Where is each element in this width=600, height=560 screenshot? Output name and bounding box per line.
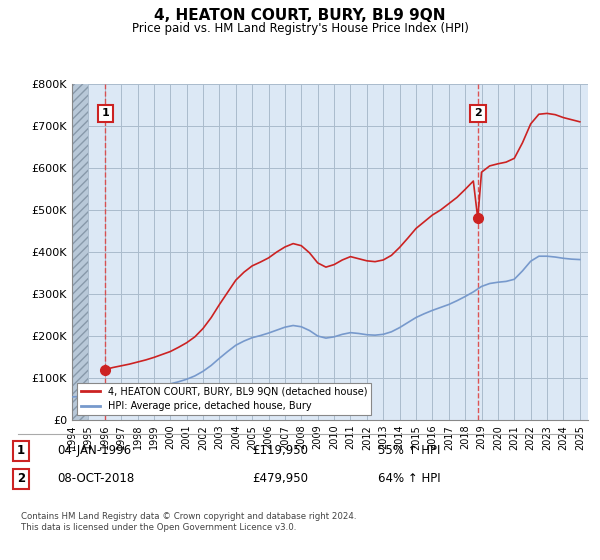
Text: 08-OCT-2018: 08-OCT-2018 <box>57 472 134 486</box>
Text: Price paid vs. HM Land Registry's House Price Index (HPI): Price paid vs. HM Land Registry's House … <box>131 22 469 35</box>
Text: 04-JAN-1996: 04-JAN-1996 <box>57 444 131 458</box>
Text: 55% ↑ HPI: 55% ↑ HPI <box>378 444 440 458</box>
Text: Contains HM Land Registry data © Crown copyright and database right 2024.
This d: Contains HM Land Registry data © Crown c… <box>21 512 356 532</box>
Text: 4, HEATON COURT, BURY, BL9 9QN: 4, HEATON COURT, BURY, BL9 9QN <box>154 8 446 24</box>
Text: 1: 1 <box>101 109 109 118</box>
Text: 64% ↑ HPI: 64% ↑ HPI <box>378 472 440 486</box>
Text: 1: 1 <box>17 444 25 458</box>
Text: 2: 2 <box>17 472 25 486</box>
Text: £479,950: £479,950 <box>252 472 308 486</box>
Legend: 4, HEATON COURT, BURY, BL9 9QN (detached house), HPI: Average price, detached ho: 4, HEATON COURT, BURY, BL9 9QN (detached… <box>77 382 371 415</box>
Text: £119,950: £119,950 <box>252 444 308 458</box>
Text: 2: 2 <box>474 109 482 118</box>
Bar <box>72 84 88 420</box>
